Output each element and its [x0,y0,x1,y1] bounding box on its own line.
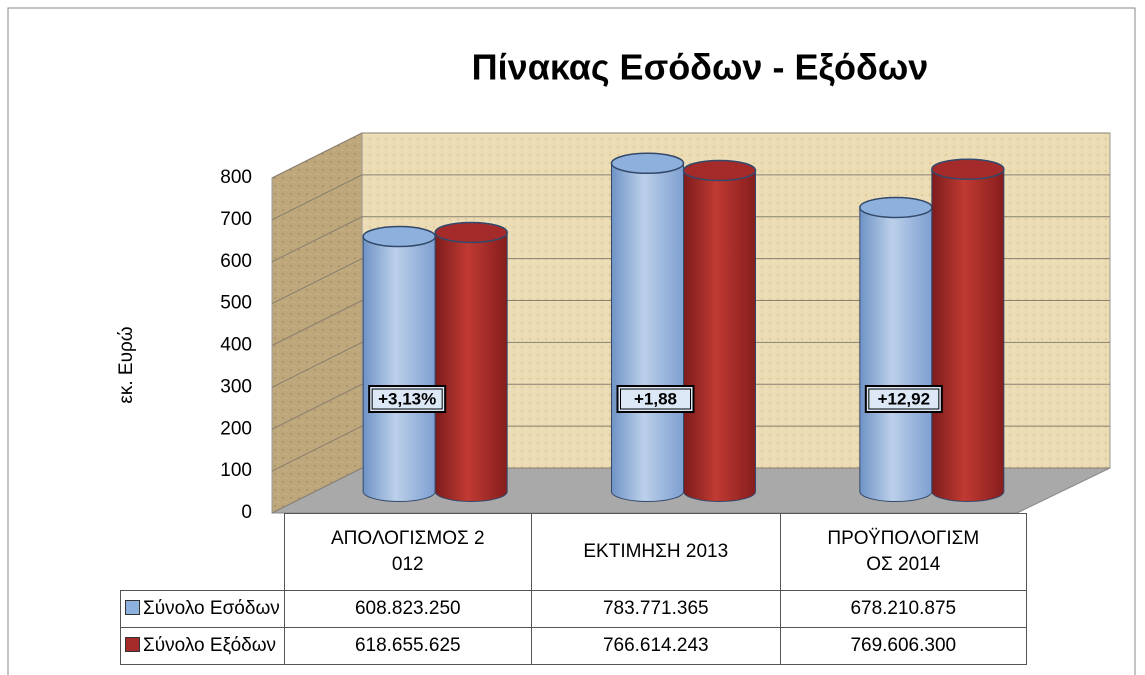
grid-line [271,174,363,221]
grid-line [271,341,363,388]
annotation-box-inner [868,388,940,410]
value-cell: 618.655.625 [283,627,532,665]
cell-text: 766.614.243 [602,635,709,656]
cylinder-body [859,207,932,492]
annotation-box [368,385,447,413]
cylinder-top [931,158,1005,180]
cylinder-top [859,196,933,219]
cylinder-body [683,170,756,492]
cylinder-top [610,152,685,175]
annotation-box [616,385,695,413]
cylinder-body [363,236,436,492]
cell-text: 618.655.625 [354,635,461,656]
annotation: +3,13% [378,389,436,408]
cylinder-body [931,169,1004,492]
y-tick-label: 300 [220,376,252,397]
cell-text: 769.606.300 [850,635,957,656]
annotation: +1,88 [634,389,677,408]
value-cell: 766.614.243 [530,627,781,665]
value-cell: 769.606.300 [779,627,1027,665]
cylinder-top [434,221,508,244]
legend-label: Σύνολο Εσόδων [143,598,280,619]
category-cell: ΕΚΤΙΜΗΣΗ 2013 [530,513,781,591]
legend-cell: Σύνολο Εξόδων [120,627,285,665]
frame [7,7,1136,675]
cylinder-body [435,232,508,492]
grid-line [271,216,363,263]
annotation: +12,92 [878,389,930,408]
grid-line [271,132,363,179]
cell-text: ΑΠΟΛΟΓΙΣΜΟΣ 2012 [330,528,485,575]
grid-line [271,258,363,305]
value-cell: 608.823.250 [283,590,532,628]
legend-swatch [125,637,140,652]
y-tick-label: 500 [220,293,252,314]
legend-swatch [125,600,140,615]
y-tick-label: 200 [220,418,252,439]
chart-title: Πίνακας Εσόδων - Εξόδων [472,47,929,88]
y-tick-label: 0 [241,502,252,523]
cylinder-top [362,225,436,248]
cylinder-top [682,159,757,182]
corner [121,514,285,591]
grid-line [271,300,363,346]
grid-line [271,425,363,472]
data-table: ΑΠΟΛΟΓΙΣΜΟΣ 2012 ΕΚΤΙΜΗΣΗ 2013 ΠΡΟΫΠΟΛΟΓΙΣ… [120,513,1027,665]
value-cell: 678.210.875 [779,590,1027,628]
y-axis-label: εκ. Ευρώ [116,326,137,403]
legend-cell: Σύνολο Εσόδων [120,590,285,628]
cell-text: 608.823.250 [354,598,461,619]
cell-text: ΠΡΟΫΠΟΛΟΓΙΣΜΟΣ 2014 [827,528,980,575]
annotation-box-inner [620,388,691,410]
annotation-box [864,385,943,413]
y-tick-label: 600 [220,251,252,272]
cylinder-body [611,163,684,492]
value-cell: 783.771.365 [530,590,781,628]
y-tick-label: 700 [220,209,252,230]
category-cell: ΠΡΟΫΠΟΛΟΓΙΣΜΟΣ 2014 [779,513,1027,591]
y-tick-label: 400 [220,335,252,356]
legend-label: Σύνολο Εξόδων [143,635,277,656]
y-tick-label: 800 [220,167,252,188]
y-tick-label: 100 [220,460,252,481]
category-cell: ΑΠΟΛΟΓΙΣΜΟΣ 2012 [283,513,532,591]
grid-line [271,383,363,430]
cell-text: ΕΚΤΙΜΗΣΗ 2013 [583,541,729,562]
annotation-box-inner [371,388,443,410]
cell-text: 783.771.365 [602,598,709,619]
cell-text: 678.210.875 [850,598,957,619]
grid-line [271,467,363,514]
